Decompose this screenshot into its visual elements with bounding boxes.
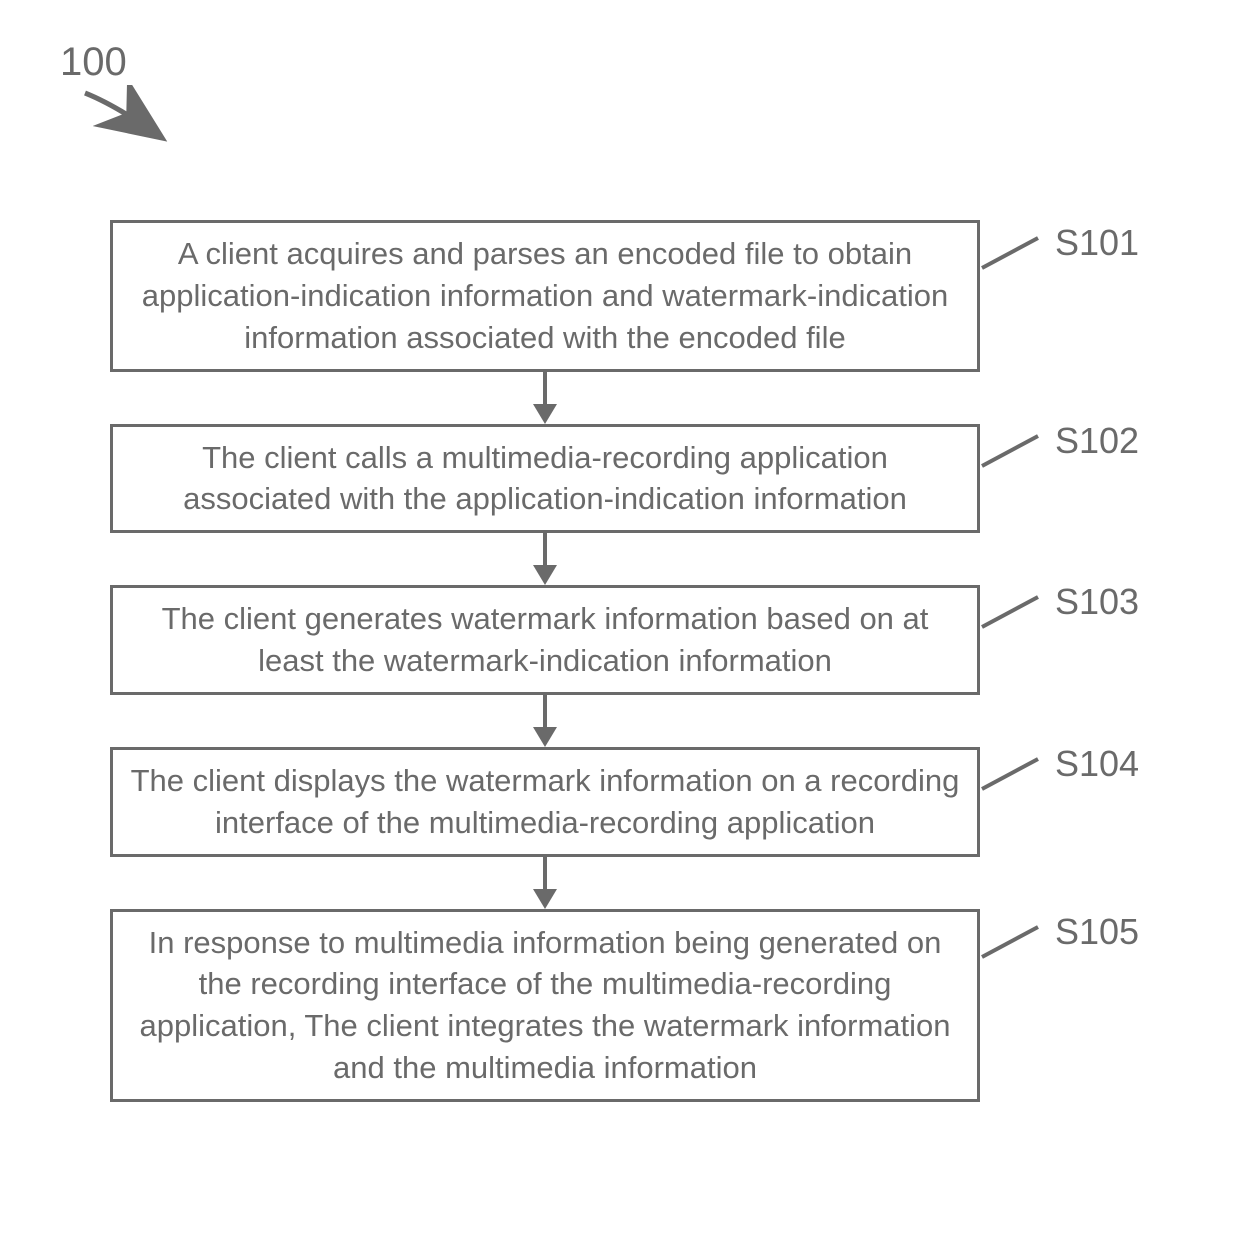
flow-step: The client generates watermark informati… xyxy=(110,585,1130,695)
flow-step-label: S105 xyxy=(1055,911,1139,953)
flow-step-box: In response to multimedia information be… xyxy=(110,909,980,1102)
flow-step-box: A client acquires and parses an encoded … xyxy=(110,220,980,372)
arrow-down-icon xyxy=(525,372,565,424)
figure-pointer-arrow-icon xyxy=(75,85,185,155)
flow-step-text: In response to multimedia information be… xyxy=(139,925,950,1086)
flow-step: The client calls a multimedia-recording … xyxy=(110,424,1130,534)
flow-step-label: S103 xyxy=(1055,581,1139,623)
leader-line-icon xyxy=(980,232,1050,272)
flow-step: The client displays the watermark inform… xyxy=(110,747,1130,857)
arrow-down-icon xyxy=(525,533,565,585)
flow-connector xyxy=(110,372,980,424)
flow-step-label: S101 xyxy=(1055,222,1139,264)
leader-line-icon xyxy=(980,753,1050,793)
flow-connector xyxy=(110,857,980,909)
flow-step-text: The client calls a multimedia-recording … xyxy=(183,440,907,517)
leader-line-icon xyxy=(980,591,1050,631)
flow-step: A client acquires and parses an encoded … xyxy=(110,220,1130,372)
leader-line-icon xyxy=(980,921,1050,961)
flow-step-text: A client acquires and parses an encoded … xyxy=(142,236,948,355)
diagram-canvas: 100 A client acquires and parses an enco… xyxy=(0,0,1240,1247)
flow-connector xyxy=(110,533,980,585)
flow-step-text: The client generates watermark informati… xyxy=(162,601,929,678)
flow-connector xyxy=(110,695,980,747)
flowchart: A client acquires and parses an encoded … xyxy=(110,220,1130,1102)
flow-step-box: The client displays the watermark inform… xyxy=(110,747,980,857)
figure-number-label: 100 xyxy=(60,40,127,85)
arrow-down-icon xyxy=(525,695,565,747)
flow-step-label: S104 xyxy=(1055,743,1139,785)
flow-step-label: S102 xyxy=(1055,420,1139,462)
flow-step-box: The client calls a multimedia-recording … xyxy=(110,424,980,534)
arrow-down-icon xyxy=(525,857,565,909)
flow-step-text: The client displays the watermark inform… xyxy=(131,763,960,840)
flow-step: In response to multimedia information be… xyxy=(110,909,1130,1102)
flow-step-box: The client generates watermark informati… xyxy=(110,585,980,695)
leader-line-icon xyxy=(980,430,1050,470)
